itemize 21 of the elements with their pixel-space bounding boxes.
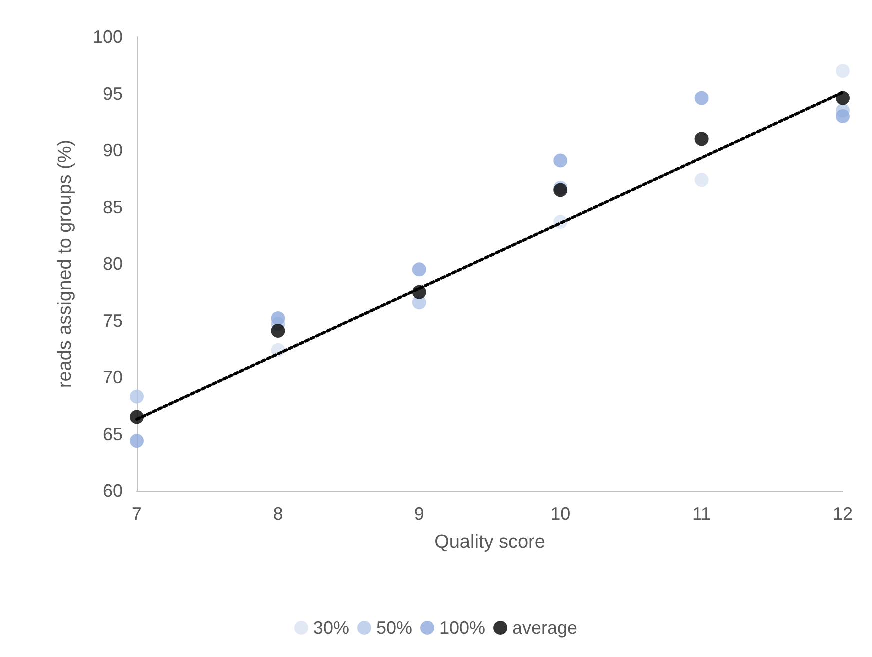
y-tick-label: 65 [102,424,123,444]
y-tick-label: 95 [102,84,123,104]
y-tick-label: 100 [92,27,123,47]
legend-label: average [512,618,578,638]
x-tick-label: 10 [550,504,571,524]
legend-label: 50% [376,618,412,638]
y-tick-label: 75 [102,310,123,331]
legend-label: 100% [439,618,486,638]
x-tick-label: 11 [692,504,712,524]
y-tick-label: 90 [102,140,123,160]
y-tick-label: 70 [102,368,123,388]
y-axis-title: reads assigned to groups (%) [55,140,76,388]
x-tick-label: 9 [414,504,424,524]
x-tick-label: 12 [832,504,854,524]
x-tick-label: 8 [273,504,284,524]
y-tick-label: 60 [102,481,123,501]
y-tick-label: 85 [102,197,123,218]
legend-label: 30% [313,618,350,638]
x-axis-title: Quality score [434,532,546,553]
x-tick-label: 7 [132,504,142,524]
y-tick-label: 80 [102,254,123,274]
